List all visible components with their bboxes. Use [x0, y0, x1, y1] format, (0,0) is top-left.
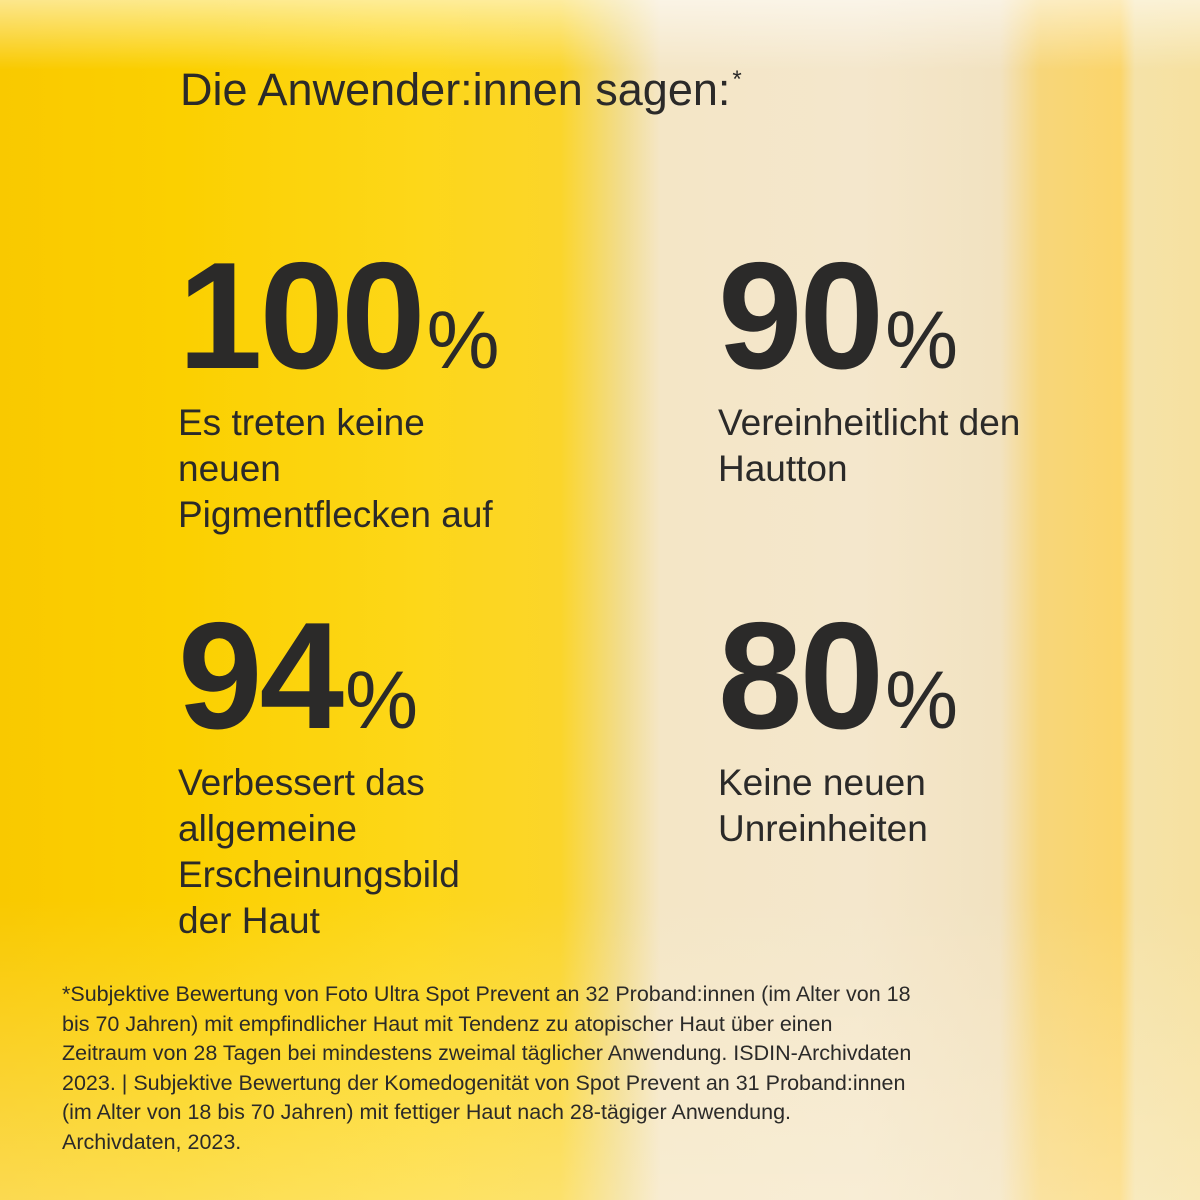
stat-description: Verbessert das allgemeine Erscheinungsbild… [178, 760, 460, 944]
description-line: neuen [178, 448, 281, 489]
description-line: Unreinheiten [718, 808, 928, 849]
description-line: Pigmentflecken auf [178, 494, 493, 535]
title: Die Anwender:innen sagen: [180, 64, 731, 115]
stat: 80% Keine neuen Unreinheiten [718, 600, 958, 852]
description-line: allgemeine [178, 808, 357, 849]
footnote-line: 2023. | Subjektive Bewertung der Komedog… [62, 1070, 906, 1095]
stat-description: Es treten keine neuen Pigmentflecken auf [178, 400, 500, 538]
stat-description: Keine neuen Unreinheiten [718, 760, 958, 852]
footnote-line: Zeitraum von 28 Tagen bei mindestens zwe… [62, 1041, 912, 1065]
stat-value: 94 [178, 591, 344, 761]
stat-value: 90 [718, 231, 884, 401]
stat-description: Vereinheitlicht den Hautton [718, 400, 1020, 492]
stat: 100% Es treten keine neuen Pigmentflecken a… [178, 240, 500, 538]
stat-unit: % [345, 655, 418, 746]
description-line: Keine neuen [718, 762, 926, 803]
footnote: *Subjektive Bewertung von Foto Ultra Spo… [62, 980, 911, 1157]
stat-figure: 100% [178, 240, 500, 392]
footnote-line: *Subjektive Bewertung von Foto Ultra Spo… [62, 982, 911, 1006]
stat-value: 100 [178, 231, 426, 401]
description-line: Es treten keine [178, 402, 425, 443]
description-line: der Haut [178, 900, 320, 941]
description-line: Erscheinungsbild [178, 854, 460, 895]
stat-unit: % [885, 295, 958, 386]
description-line: Hautton [718, 448, 848, 489]
title-block: Die Anwender:innen sagen:* [180, 64, 742, 116]
stat-figure: 94% [178, 600, 460, 752]
stat-figure: 80% [718, 600, 958, 752]
stat-unit: % [426, 295, 500, 386]
description-line: Verbessert das [178, 762, 425, 803]
footnote-line: (im Alter von 18 bis 70 Jahren) mit fett… [62, 1100, 792, 1124]
stat-value: 80 [718, 591, 884, 761]
title-footnote-mark: * [732, 66, 742, 93]
stat-unit: % [885, 655, 958, 746]
footnote-line: Archivdaten, 2023. [62, 1129, 242, 1154]
footnote-line: bis 70 Jahren) mit empfindlicher Haut mi… [62, 1011, 833, 1036]
stat: 90% Vereinheitlicht den Hautton [718, 240, 1020, 492]
stat-figure: 90% [718, 240, 1020, 392]
stat: 94% Verbessert das allgemeine Erscheinungsb… [178, 600, 460, 944]
description-line: Vereinheitlicht den [718, 402, 1021, 443]
